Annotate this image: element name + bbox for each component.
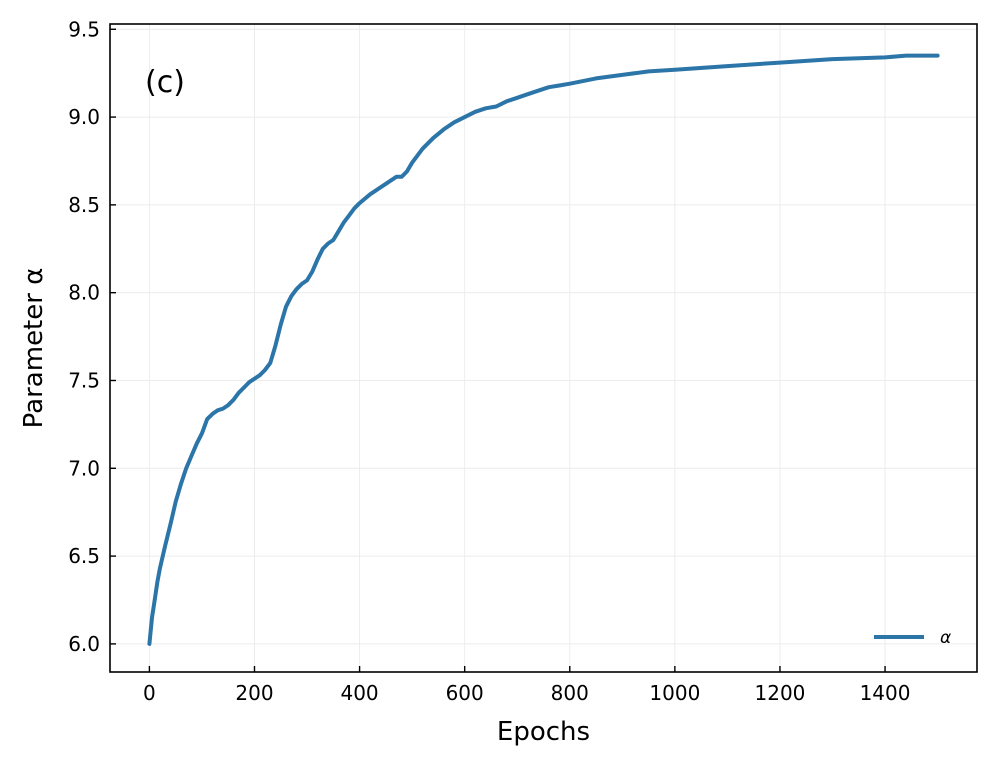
x-tick-label: 1000 — [649, 681, 700, 705]
y-axis-label: Parameter α — [19, 268, 49, 429]
series-layer — [147, 53, 940, 646]
x-tick-label: 400 — [340, 681, 378, 705]
x-tick-label: 1400 — [860, 681, 911, 705]
y-tick-label: 8.5 — [68, 193, 100, 217]
x-tick-label: 600 — [446, 681, 484, 705]
y-tick-label: 7.0 — [68, 456, 100, 480]
legend: α — [874, 628, 951, 648]
series-line-alpha — [147, 53, 940, 646]
y-tick-label: 8.0 — [68, 281, 100, 305]
gridlines — [110, 24, 977, 672]
x-axis-label: Epochs — [497, 717, 590, 747]
x-tick-label: 1200 — [755, 681, 806, 705]
x-tick-label: 800 — [551, 681, 589, 705]
x-tick-label: 200 — [235, 681, 273, 705]
x-tick-label: 0 — [143, 681, 156, 705]
y-tick-label: 6.0 — [68, 632, 100, 656]
y-tick-label: 6.5 — [68, 544, 100, 568]
axis-ticks: 0 200 400 600 800 1000 1200 1400 6.0 6.5 7.0 7.5 8.0… — [68, 17, 910, 705]
panel-label: (c) — [145, 65, 185, 100]
y-tick-label: 9.5 — [68, 17, 100, 41]
y-tick-label: 7.5 — [68, 368, 100, 392]
plot-frame — [109, 23, 978, 673]
y-tick-label: 9.0 — [68, 105, 100, 129]
legend-label: α — [940, 628, 951, 648]
